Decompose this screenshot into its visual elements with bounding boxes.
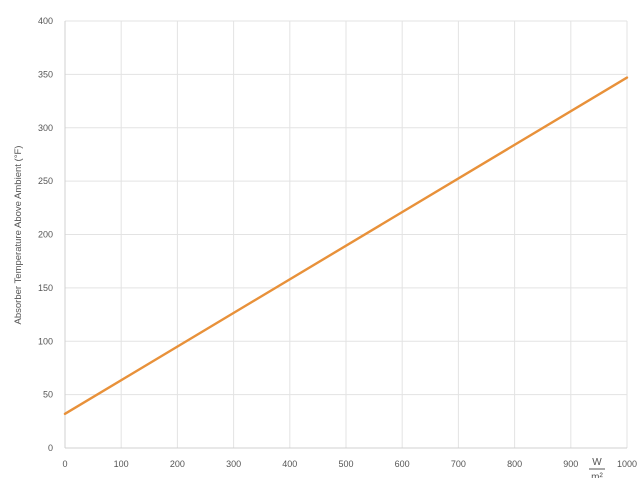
y-tick-label: 50 — [43, 390, 53, 400]
x-axis-ticks: 0 100 200 300 400 500 600 700 800 900 1000 — [62, 459, 637, 469]
series-line — [63, 76, 629, 416]
y-tick-label: 350 — [38, 69, 53, 79]
x-tick-label: 1000 — [617, 459, 637, 469]
y-tick-label: 0 — [48, 443, 53, 453]
x-tick-label: 400 — [282, 459, 297, 469]
y-tick-label: 400 — [38, 16, 53, 26]
y-axis-label: Absorber Temperature Above Ambient (°F) — [13, 146, 24, 325]
x-tick-label: 800 — [507, 459, 522, 469]
x-tick-label: 200 — [170, 459, 185, 469]
grid-lines — [65, 20, 628, 448]
x-tick-label: 100 — [114, 459, 129, 469]
x-tick-label: 0 — [62, 459, 67, 469]
y-axis-ticks: 0 50 100 150 200 250 300 350 400 — [38, 16, 53, 453]
x-tick-label: 900 — [563, 459, 578, 469]
x-unit-numerator: W — [592, 457, 602, 468]
x-axis-unit: W m² — [589, 457, 605, 478]
x-unit-denominator: m² — [591, 472, 603, 478]
x-tick-label: 700 — [451, 459, 466, 469]
axes — [64, 21, 627, 449]
x-tick-label: 300 — [226, 459, 241, 469]
x-tick-label: 600 — [395, 459, 410, 469]
y-tick-label: 150 — [38, 283, 53, 293]
y-tick-label: 200 — [38, 230, 53, 240]
x-tick-label: 500 — [338, 459, 353, 469]
series-layer — [63, 76, 629, 416]
y-tick-label: 100 — [38, 336, 53, 346]
y-tick-label: 250 — [38, 176, 53, 186]
y-tick-label: 300 — [38, 123, 53, 133]
